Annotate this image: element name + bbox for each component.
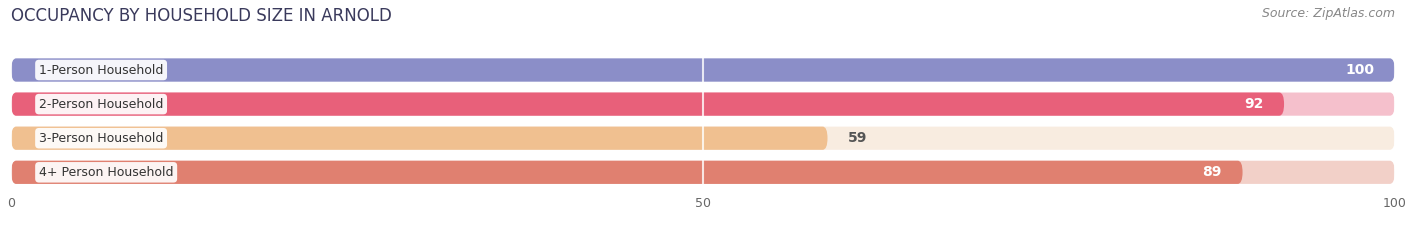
FancyBboxPatch shape [11, 93, 1284, 116]
Text: 4+ Person Household: 4+ Person Household [39, 166, 173, 179]
FancyBboxPatch shape [11, 127, 828, 150]
Text: 59: 59 [848, 131, 868, 145]
Text: 89: 89 [1202, 165, 1222, 179]
Text: 2-Person Household: 2-Person Household [39, 98, 163, 111]
FancyBboxPatch shape [11, 93, 1395, 116]
FancyBboxPatch shape [11, 161, 1243, 184]
Text: 92: 92 [1244, 97, 1264, 111]
FancyBboxPatch shape [11, 58, 1395, 82]
Text: 3-Person Household: 3-Person Household [39, 132, 163, 145]
Text: Source: ZipAtlas.com: Source: ZipAtlas.com [1261, 7, 1395, 20]
FancyBboxPatch shape [11, 127, 1395, 150]
FancyBboxPatch shape [11, 58, 1395, 82]
Text: 1-Person Household: 1-Person Household [39, 64, 163, 76]
Text: 100: 100 [1346, 63, 1374, 77]
Text: OCCUPANCY BY HOUSEHOLD SIZE IN ARNOLD: OCCUPANCY BY HOUSEHOLD SIZE IN ARNOLD [11, 7, 392, 25]
FancyBboxPatch shape [11, 161, 1395, 184]
